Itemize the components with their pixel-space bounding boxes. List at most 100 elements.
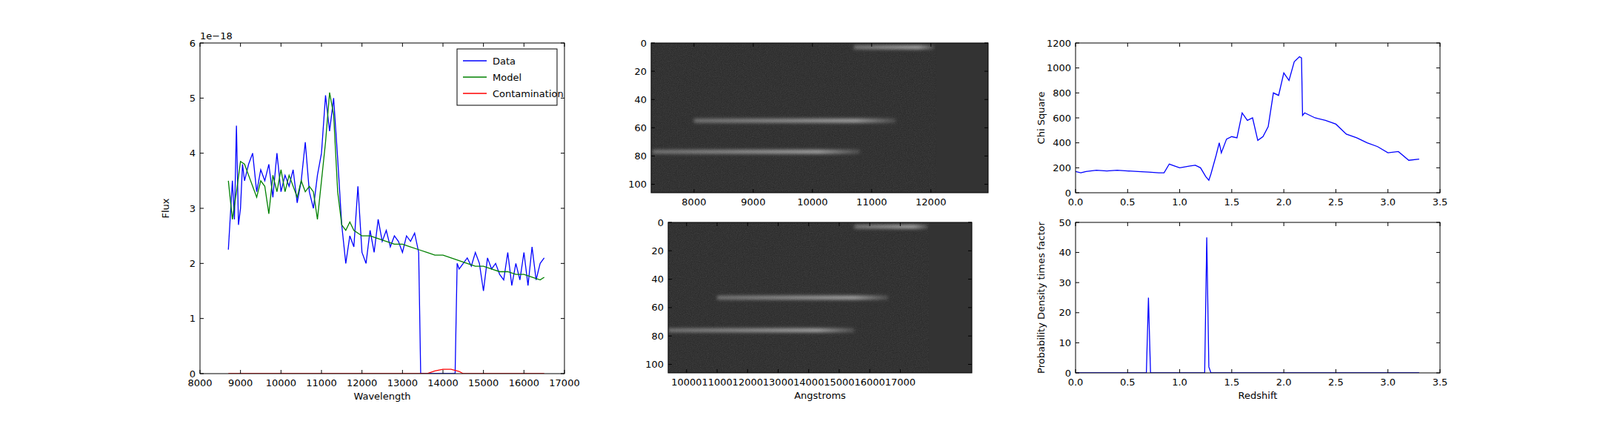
y-tick-label: 0	[657, 217, 664, 229]
y-axis-label: Probability Density times factor	[1035, 220, 1047, 373]
y-tick	[968, 335, 972, 337]
y-tick	[1075, 117, 1080, 119]
x-tick	[442, 369, 444, 374]
y-tick	[651, 183, 655, 185]
x-tick-label: 14000	[793, 376, 824, 388]
x-tick	[321, 42, 323, 47]
y-tick	[1436, 167, 1440, 169]
x-tick	[1179, 188, 1180, 193]
x-tick	[564, 369, 566, 374]
x-tick	[280, 42, 282, 47]
x-axis-label: Angstroms	[794, 389, 846, 401]
y-tick	[200, 262, 204, 264]
y-tick	[560, 317, 565, 319]
x-tick	[1179, 42, 1180, 47]
y-tick-label: 20	[634, 65, 647, 78]
x-tick	[564, 42, 566, 47]
x-tick-label: 10000	[265, 377, 297, 389]
image-background	[668, 222, 972, 373]
x-tick	[693, 42, 695, 47]
y-tick	[560, 208, 565, 209]
axes-frame	[651, 42, 989, 193]
x-tick	[1440, 222, 1441, 226]
y-tick-label: 600	[1052, 112, 1072, 124]
plot-area	[651, 42, 989, 193]
y-tick-label: 40	[1058, 246, 1072, 258]
x-tick	[838, 222, 840, 226]
x-tick-label: 2.5	[1328, 376, 1344, 388]
x-tick	[1335, 42, 1337, 47]
y-tick-label: 800	[1052, 87, 1072, 99]
x-tick	[482, 42, 484, 47]
x-tick	[1335, 188, 1337, 193]
y-tick	[1436, 92, 1440, 94]
y-tick	[1075, 372, 1080, 374]
panel-2: 1000011000120001300014000150001600017000…	[645, 217, 972, 402]
x-tick	[1179, 222, 1180, 226]
x-tick-label: 13000	[387, 377, 418, 389]
x-tick	[900, 222, 901, 226]
x-tick-label: 3.0	[1380, 376, 1396, 388]
y-tick	[1075, 42, 1080, 44]
x-tick	[1387, 188, 1389, 193]
y-tick	[1436, 222, 1440, 223]
x-tick	[808, 222, 809, 226]
x-tick	[811, 188, 813, 193]
x-tick	[1127, 222, 1129, 226]
spectral-trace	[694, 118, 896, 123]
x-tick-label: 10000	[671, 376, 702, 388]
y-tick-label: 6	[189, 37, 196, 49]
y-tick-label: 50	[1058, 217, 1072, 229]
y-tick-label: 2	[189, 257, 196, 269]
y-tick	[1436, 142, 1440, 143]
y-tick	[1436, 192, 1440, 194]
y-tick	[968, 250, 972, 252]
x-tick-label: 9000	[740, 196, 766, 208]
x-tick	[1127, 368, 1129, 373]
x-tick	[869, 368, 871, 373]
x-tick-label: 2.5	[1328, 196, 1344, 208]
spectral-trace	[668, 328, 855, 332]
x-tick-label: 12000	[915, 196, 946, 208]
axes-frame	[1075, 42, 1440, 193]
y-tick-label: 5	[189, 92, 196, 104]
y-tick	[1075, 92, 1080, 94]
x-tick-label: 15000	[468, 377, 499, 389]
y-tick	[1436, 251, 1440, 253]
y-tick	[651, 42, 655, 44]
x-tick	[838, 368, 840, 373]
x-tick	[1440, 368, 1441, 373]
x-tick	[200, 369, 201, 374]
x-tick-label: 14000	[427, 377, 458, 389]
x-tick-label: 1.0	[1171, 196, 1188, 208]
x-tick	[240, 369, 241, 374]
x-tick	[747, 368, 749, 373]
y-tick	[200, 208, 204, 209]
y-tick	[1075, 282, 1080, 283]
x-tick-label: 2.0	[1276, 196, 1292, 208]
y-tick	[968, 278, 972, 280]
x-tick	[752, 42, 754, 47]
y-tick	[984, 99, 989, 100]
x-tick	[280, 369, 282, 374]
y-tick-label: 200	[1052, 162, 1072, 174]
x-tick	[693, 188, 695, 193]
y-tick-label: 100	[645, 358, 664, 370]
y-tick	[668, 306, 672, 308]
y-tick	[1075, 311, 1080, 313]
x-tick	[1283, 42, 1285, 47]
x-tick-label: 17000	[548, 377, 580, 389]
x-tick	[1335, 222, 1337, 226]
series-line	[228, 92, 544, 280]
x-tick	[900, 368, 901, 373]
x-tick-label: 8000	[681, 196, 706, 208]
x-tick	[1127, 188, 1129, 193]
x-tick	[1075, 42, 1077, 47]
x-tick	[930, 188, 932, 193]
x-tick	[1283, 222, 1285, 226]
image-noise	[668, 222, 972, 373]
x-tick	[482, 369, 484, 374]
x-tick	[361, 369, 363, 374]
x-tick	[871, 42, 872, 47]
x-tick	[1387, 368, 1389, 373]
